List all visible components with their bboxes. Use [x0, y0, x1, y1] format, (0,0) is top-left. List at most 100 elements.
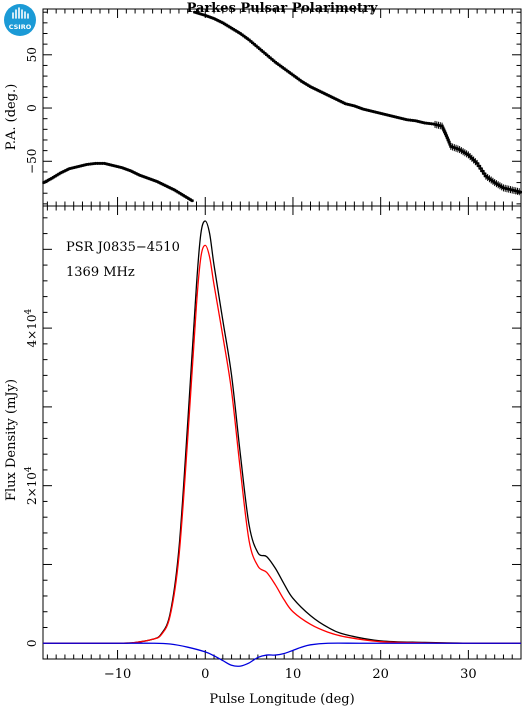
pa-point — [228, 25, 232, 29]
flux-panel-frame — [42, 205, 522, 660]
pa-point — [129, 169, 133, 173]
pa-point — [249, 40, 253, 43]
pa-point — [50, 177, 54, 180]
pa-point — [410, 119, 414, 122]
pa-point — [273, 61, 278, 64]
pa-point — [308, 85, 313, 88]
pa-point — [76, 165, 80, 168]
pa-point — [482, 172, 486, 175]
pa-point — [447, 140, 451, 144]
pa-point — [109, 163, 114, 167]
pa-point — [343, 102, 348, 105]
pa-point — [171, 187, 175, 191]
pa-point — [359, 107, 363, 110]
pa-panel: −50 0 50 P.A. (deg.) — [4, 8, 522, 207]
pa-point — [101, 162, 105, 165]
pa-point — [394, 115, 399, 119]
pa-point — [217, 19, 221, 23]
pa-point — [428, 122, 432, 125]
pa-point — [208, 16, 213, 19]
pa-point — [487, 177, 492, 180]
pa-point — [342, 101, 346, 105]
pa-point — [172, 188, 177, 192]
pa-point — [139, 174, 143, 177]
pa-point — [244, 36, 248, 39]
pa-point — [236, 31, 241, 34]
pa-point — [298, 78, 302, 82]
pa-point — [407, 118, 411, 122]
pa-point — [72, 166, 77, 169]
pa-point — [123, 167, 128, 171]
pa-ticks — [43, 9, 522, 206]
pa-point — [417, 120, 421, 123]
pa-point — [136, 173, 140, 176]
pa-point — [164, 184, 168, 187]
pa-point — [494, 182, 499, 185]
pa-point — [261, 50, 265, 54]
pa-point — [190, 199, 194, 202]
pa-point — [444, 134, 449, 137]
pa-point — [389, 114, 393, 118]
flux-xtick-labels: −10 0 10 20 30 — [104, 667, 477, 682]
pa-point — [251, 41, 255, 45]
pa-point — [215, 19, 220, 22]
pa-point — [312, 87, 316, 90]
pa-point — [151, 179, 156, 182]
flux-xtick-label: 20 — [372, 667, 389, 682]
pa-point — [90, 162, 94, 166]
pa-point — [333, 97, 337, 100]
pa-point — [185, 196, 189, 199]
pa-point — [205, 14, 209, 18]
pa-point — [92, 162, 96, 165]
flux-ticks — [43, 206, 522, 659]
pa-point — [199, 12, 203, 16]
csiro-logo: CSIRO — [4, 4, 36, 36]
pa-point — [210, 16, 214, 20]
pa-point — [55, 173, 59, 177]
pa-point — [424, 121, 428, 125]
pa-point — [479, 167, 483, 170]
pa-point — [379, 112, 383, 115]
pa-point — [352, 104, 356, 108]
pa-point — [229, 26, 234, 30]
pa-point — [315, 88, 320, 92]
pa-point — [336, 99, 341, 102]
pa-point — [445, 136, 449, 140]
pa-point — [391, 115, 395, 118]
pa-point — [322, 92, 327, 95]
pa-point — [328, 94, 332, 98]
pa-point — [419, 120, 423, 124]
flux-series-circular — [43, 642, 521, 667]
pa-point — [300, 80, 304, 83]
flux-xlabel: Pulse Longitude (deg) — [209, 692, 354, 707]
pa-point — [265, 53, 269, 56]
pa-point — [284, 68, 288, 72]
flux-series-total — [42, 220, 522, 644]
pa-point — [122, 167, 126, 170]
pa-point — [222, 22, 227, 26]
flux-lines — [42, 220, 522, 667]
pa-point — [438, 124, 442, 127]
pa-point — [517, 190, 521, 193]
pa-ytick-label: −50 — [25, 149, 39, 174]
pa-point — [120, 166, 124, 169]
flux-ytick-label: 4×104 — [24, 308, 39, 347]
pa-point — [287, 71, 292, 74]
pa-point — [74, 165, 78, 169]
pa-point — [433, 123, 437, 126]
pa-point — [157, 181, 161, 184]
pa-point — [365, 108, 369, 112]
pa-point — [393, 115, 397, 118]
csiro-logo-text: CSIRO — [9, 23, 32, 31]
pa-point — [473, 160, 477, 163]
pa-point — [358, 106, 362, 110]
pa-point — [436, 124, 441, 127]
pa-point — [162, 183, 166, 187]
pa-point — [58, 171, 63, 175]
pa-point — [468, 155, 472, 158]
pa-point — [507, 187, 511, 191]
pa-point — [441, 126, 445, 130]
pa-point — [370, 110, 374, 113]
pa-ytick-label: 50 — [25, 47, 39, 62]
pa-point — [193, 10, 197, 14]
